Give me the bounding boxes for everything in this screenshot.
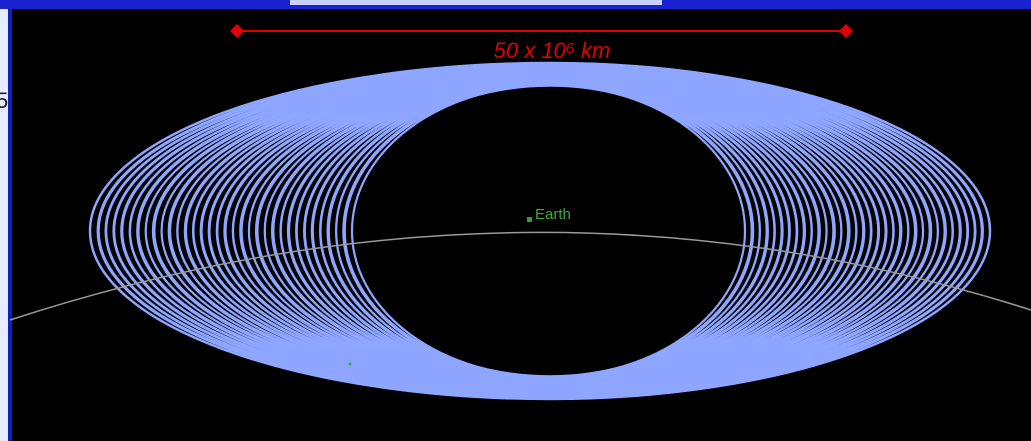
orbit-loop xyxy=(223,78,551,384)
orbit-loop xyxy=(239,79,551,383)
orbit-loop xyxy=(145,70,551,392)
orbit-loop xyxy=(549,83,755,379)
orbit-loop xyxy=(549,64,977,398)
orbit-loop xyxy=(549,70,933,392)
left-frame-edge xyxy=(8,0,12,441)
orbit-loop xyxy=(326,83,551,379)
orbit-loop xyxy=(549,65,969,397)
orbit-loop xyxy=(549,74,903,388)
orbit-loop xyxy=(549,81,821,381)
orbit-loop xyxy=(549,77,873,385)
orbit-loop xyxy=(199,76,551,386)
orbit-loop xyxy=(88,61,551,401)
orbit-loop xyxy=(120,66,551,396)
orbit-loop xyxy=(255,80,551,382)
earth-label: Earth xyxy=(535,206,571,223)
orbit-loop xyxy=(549,78,865,384)
orbit-loop xyxy=(270,81,551,381)
orbit-loop xyxy=(549,61,992,401)
orbit-loop xyxy=(549,83,769,379)
orbit-loop xyxy=(96,62,551,400)
orbit-loop xyxy=(549,68,948,394)
orbit-loop xyxy=(215,77,551,385)
earth-marker xyxy=(527,217,532,222)
orbit-loop xyxy=(287,82,551,380)
horizon-line xyxy=(9,231,1031,321)
orbit-loop xyxy=(549,80,836,382)
orbit-loop xyxy=(549,72,918,390)
orbit-loop xyxy=(136,68,551,394)
orbit-loop xyxy=(342,83,551,379)
orbit-loop xyxy=(549,76,888,386)
dot xyxy=(348,362,352,366)
orbit-loop xyxy=(549,67,955,395)
orbit-loop xyxy=(112,65,551,397)
orbit-loop xyxy=(549,82,806,380)
orbit-loop xyxy=(302,82,551,380)
top-frame-gap xyxy=(290,0,662,5)
orbit-loop xyxy=(549,66,962,396)
orbit-loop xyxy=(549,62,984,400)
orbit-loop xyxy=(104,64,551,398)
orbit-loop xyxy=(549,79,851,383)
orbit-loops xyxy=(88,61,992,401)
orbit-loop xyxy=(183,74,551,388)
scale-label: 50 x 10⁶ km xyxy=(494,38,611,63)
orbit-loop xyxy=(151,70,551,392)
orbit-loop xyxy=(128,67,551,395)
scale-bar-end xyxy=(838,23,854,39)
orbit-loop xyxy=(549,70,939,392)
edge-text: 5 xyxy=(0,88,8,113)
orbit-loop xyxy=(167,72,551,390)
